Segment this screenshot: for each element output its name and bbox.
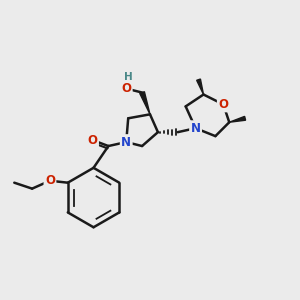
Polygon shape — [229, 116, 246, 122]
Text: O: O — [45, 174, 55, 187]
Text: N: N — [190, 122, 201, 135]
Text: O: O — [218, 98, 228, 111]
Text: N: N — [121, 136, 131, 148]
Text: O: O — [121, 82, 131, 95]
Text: H: H — [124, 72, 133, 82]
Polygon shape — [197, 79, 203, 94]
Text: O: O — [88, 134, 98, 147]
Polygon shape — [140, 92, 150, 114]
